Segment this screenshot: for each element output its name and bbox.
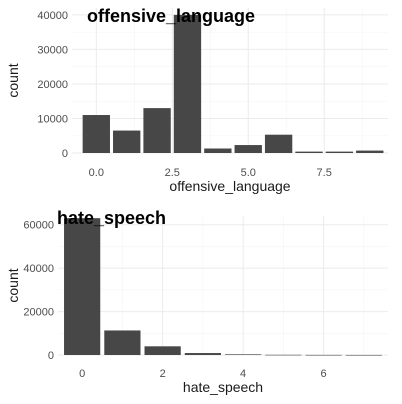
hate-speech-x-tick-label: 0 xyxy=(79,368,85,380)
hate-speech-bar xyxy=(64,218,101,355)
offensive-language-bar xyxy=(113,130,141,153)
hate-speech-x-tick-label: 6 xyxy=(321,368,327,380)
hate-speech-y-axis-title: count xyxy=(5,268,21,302)
offensive-language-y-tick-label: 40000 xyxy=(37,10,68,22)
hate-speech-x-axis-title: hate_speech xyxy=(183,379,263,395)
offensive-language-x-tick-label: 2.5 xyxy=(165,167,180,179)
hate-speech-y-tick-label: 40000 xyxy=(23,263,54,275)
hate-speech-bar xyxy=(104,330,141,355)
offensive-language-bar xyxy=(356,150,384,153)
hate-speech-bar xyxy=(225,354,262,355)
offensive-language-bar xyxy=(173,14,202,154)
hate-speech-bar xyxy=(345,354,382,356)
offensive-language-bar xyxy=(143,108,171,153)
offensive-language-bar xyxy=(204,148,232,153)
offensive-language-x-tick-label: 5.0 xyxy=(241,167,256,179)
offensive-language-bar xyxy=(325,151,354,153)
hate-speech-bar xyxy=(144,346,181,355)
offensive-language-y-axis-title: count xyxy=(5,63,21,97)
offensive-language-x-tick-label: 0.0 xyxy=(89,167,104,179)
offensive-language-panel: 0 10000 20000 30000 40000 0.0 2.5 5.0 7.5 offensi… xyxy=(5,6,388,194)
hate-speech-y-tick-label: 60000 xyxy=(23,220,54,232)
offensive-language-x-tick-label: 7.5 xyxy=(317,167,332,179)
offensive-language-bar xyxy=(264,134,293,153)
offensive-language-panel-title: offensive_language xyxy=(87,6,255,26)
offensive-language-y-tick-label: 20000 xyxy=(37,79,68,91)
offensive-language-y-tick-label: 10000 xyxy=(37,113,68,125)
hate-speech-x-tick-label: 2 xyxy=(160,368,166,380)
offensive-language-y-tick-label: 0 xyxy=(62,148,68,160)
hate-speech-bar xyxy=(265,354,302,356)
hate-speech-bar xyxy=(305,354,342,356)
hate-speech-bar xyxy=(184,353,221,355)
offensive-language-bar xyxy=(82,115,110,153)
offensive-language-y-tick-label: 30000 xyxy=(37,44,68,56)
offensive-language-bar xyxy=(295,151,323,153)
offensive-language-x-axis-title: offensive_language xyxy=(169,178,290,194)
offensive-language-bar xyxy=(234,145,262,153)
hate-speech-y-tick-label: 0 xyxy=(48,350,54,362)
hate-speech-panel-title: hate_speech xyxy=(57,208,166,228)
hate-speech-x-tick-label: 4 xyxy=(240,368,246,380)
hate-speech-y-tick-label: 20000 xyxy=(23,307,54,319)
